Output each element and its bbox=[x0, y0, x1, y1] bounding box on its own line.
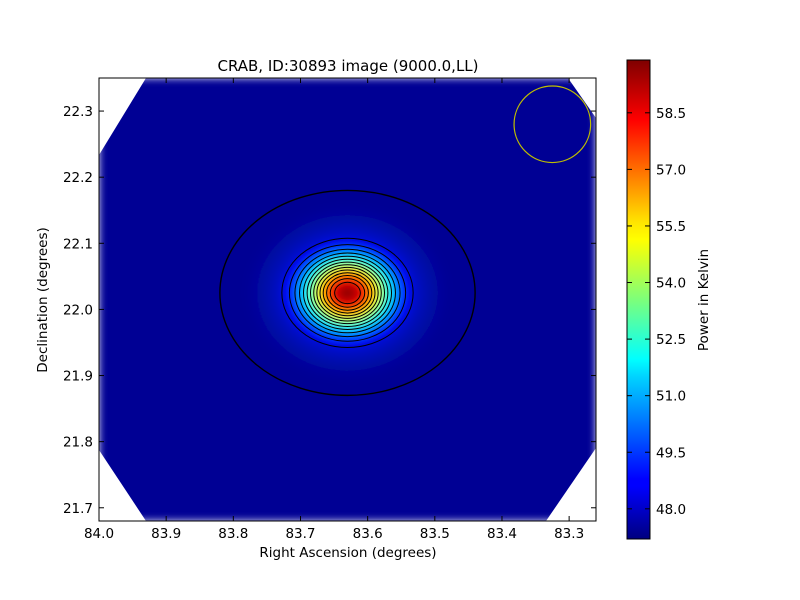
y-tick-label: 21.9 bbox=[63, 369, 93, 385]
contour-line bbox=[294, 248, 401, 338]
contour-line bbox=[281, 237, 414, 348]
y-tick-label: 22.3 bbox=[63, 104, 93, 120]
colorbar-tick-label: 54.0 bbox=[656, 276, 686, 292]
contour-line bbox=[316, 266, 379, 319]
contour-line bbox=[313, 264, 382, 322]
x-tick-label: 83.4 bbox=[487, 526, 517, 542]
heatmap-image bbox=[99, 78, 596, 521]
y-tick-label: 21.8 bbox=[63, 435, 93, 451]
colorbar-tick-label: 55.5 bbox=[656, 219, 686, 235]
chart-title: CRAB, ID:30893 image (9000.0,LL) bbox=[217, 57, 478, 75]
contour-line bbox=[219, 189, 476, 397]
y-tick-label: 21.7 bbox=[63, 501, 93, 517]
contour-line bbox=[309, 261, 386, 325]
contour-line bbox=[306, 258, 389, 327]
x-tick-label: 83.8 bbox=[218, 526, 248, 542]
colorbar-tick-label: 49.5 bbox=[656, 445, 686, 461]
colorbar-tick-label: 58.5 bbox=[656, 106, 686, 122]
contour-lines bbox=[219, 189, 476, 397]
y-tick-label: 22.0 bbox=[63, 302, 93, 318]
contour-line bbox=[326, 275, 369, 311]
contour-line bbox=[322, 272, 373, 314]
x-axis-label: Right Ascension (degrees) bbox=[259, 545, 436, 561]
y-tick-label: 22.1 bbox=[63, 236, 93, 252]
x-tick-label: 83.5 bbox=[420, 526, 450, 542]
colorbar-tick-label: 51.0 bbox=[656, 389, 686, 405]
y-axis: 21.7 21.8 21.9 22.0 22.1 22.2 22.3 bbox=[63, 104, 596, 517]
y-tick-label: 22.2 bbox=[63, 170, 93, 186]
colorbar-tick-label: 57.0 bbox=[656, 162, 686, 178]
x-tick-label: 83.6 bbox=[353, 526, 383, 542]
contour-line bbox=[334, 281, 361, 305]
x-axis: 84.0 83.9 83.8 83.7 83.6 83.5 83.4 83.3 bbox=[84, 78, 584, 542]
plot-frame bbox=[98, 77, 597, 522]
contour-line bbox=[288, 244, 407, 342]
colorbar-gradient bbox=[627, 60, 650, 539]
heatmap-level bbox=[342, 288, 353, 298]
y-axis-label: Declination (degrees) bbox=[35, 227, 51, 372]
plot-area bbox=[98, 77, 597, 522]
colorbar-frame bbox=[626, 59, 651, 540]
x-tick-label: 83.9 bbox=[151, 526, 181, 542]
colorbar-ticks: 48.0 49.5 51.0 52.5 54.0 55.5 57.0 58.5 bbox=[627, 106, 686, 518]
contour-line bbox=[302, 255, 393, 330]
contour-line bbox=[319, 269, 376, 317]
x-tick-label: 83.7 bbox=[285, 526, 315, 542]
x-tick-label: 84.0 bbox=[84, 526, 114, 542]
colorbar-label: Power in Kelvin bbox=[696, 249, 712, 351]
beam-circle bbox=[513, 85, 592, 164]
colorbar: 48.0 49.5 51.0 52.5 54.0 55.5 57.0 58.5 Power i… bbox=[626, 59, 712, 540]
colorbar-tick-label: 48.0 bbox=[656, 502, 686, 518]
x-tick-label: 83.3 bbox=[554, 526, 584, 542]
colorbar-tick-label: 52.5 bbox=[656, 332, 686, 348]
contour-line bbox=[299, 252, 396, 334]
contour-line bbox=[329, 278, 366, 308]
